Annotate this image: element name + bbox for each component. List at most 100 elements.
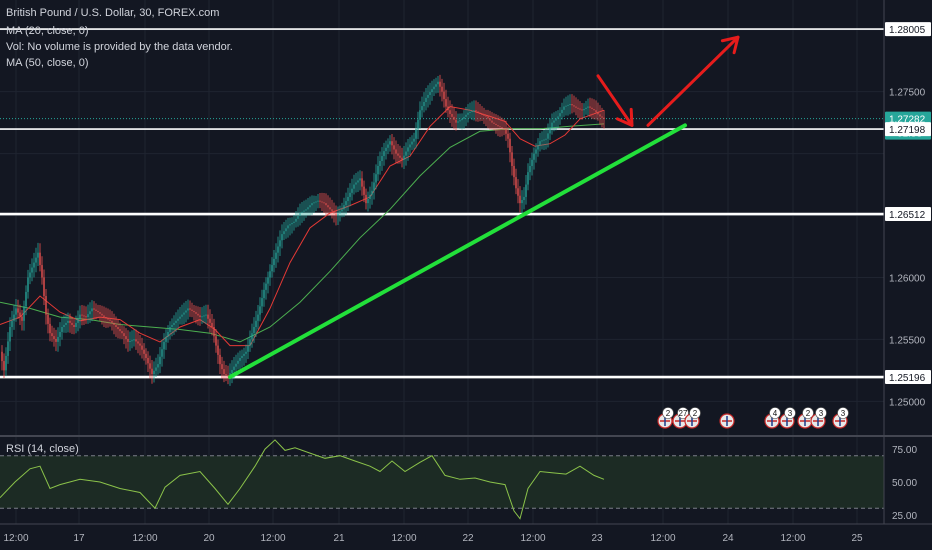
candle-body (37, 252, 39, 258)
candle-body (431, 89, 433, 93)
event-flag-icon[interactable]: 3 (810, 407, 827, 429)
candle-body (169, 327, 171, 332)
forecast-arrows[interactable] (596, 35, 740, 127)
candle-body (227, 375, 229, 377)
candle-body (395, 149, 397, 154)
candle-body (325, 203, 327, 206)
candle-body (467, 112, 469, 115)
time-tick-label: 12:00 (260, 533, 285, 544)
candle-body (509, 138, 511, 153)
time-tick-label: 12:00 (520, 533, 545, 544)
event-icons[interactable]: 2 27 2 4 3 2 3 3 (657, 407, 849, 429)
price-label: 1.28005 (889, 25, 926, 36)
candle-body (61, 327, 63, 332)
candle-body (157, 364, 159, 368)
candle-body (89, 311, 91, 315)
candle-body (483, 114, 485, 116)
candle-body (249, 339, 251, 346)
candle-body (311, 203, 313, 206)
candle-body (419, 110, 421, 120)
candle-body (129, 341, 131, 343)
event-flag-icon[interactable]: 3 (779, 407, 796, 429)
candle-body (321, 201, 323, 203)
candle-body (299, 213, 301, 216)
badge-circle (662, 407, 674, 419)
candle-body (581, 109, 583, 111)
up-arrow-shaft (646, 35, 740, 127)
candle-body (327, 205, 329, 208)
event-flag-icon[interactable]: 2 (657, 407, 674, 429)
candle-body (93, 308, 95, 310)
event-flag-icon[interactable]: 3 (832, 407, 849, 429)
candle-body (159, 356, 161, 365)
time-tick-label: 12:00 (780, 533, 805, 544)
time-tick-label: 23 (591, 533, 603, 544)
candle-body (273, 258, 275, 266)
time-axis[interactable]: 12:00 17 12:00 20 12:00 21 12:00 22 12:00 23 12:00… (3, 533, 863, 544)
candle-body (435, 84, 437, 87)
event-flag-icon[interactable]: 27 (672, 407, 689, 429)
candle-body (401, 157, 403, 160)
candle-body (421, 106, 423, 111)
candle-body (219, 354, 221, 365)
candle-body (323, 202, 325, 204)
candle-body (525, 184, 527, 197)
candle-body (413, 138, 415, 142)
price-axis[interactable]: 1.25000 1.25500 1.26000 1.27500 (889, 88, 926, 409)
badge-count: 4 (773, 409, 778, 418)
rsi-tick-label: 75.00 (892, 445, 917, 456)
price-tick-label: 1.25500 (889, 335, 926, 346)
candle-body (541, 140, 543, 142)
candle-body (205, 314, 207, 316)
candle-body (381, 156, 383, 162)
candle-body (397, 153, 399, 156)
badge-circle (677, 407, 689, 419)
price-label-box (885, 370, 931, 385)
badge-circle (815, 407, 827, 419)
candle-body (549, 127, 551, 134)
candle-body (251, 333, 253, 340)
horizontal-levels (0, 28, 884, 379)
price-label: 1.25196 (889, 373, 926, 384)
down-arrow-shaft (596, 74, 634, 127)
candle-body (91, 308, 93, 312)
candle-body (309, 205, 311, 208)
candle-body (433, 86, 435, 90)
candles (1, 74, 605, 386)
candle-body (531, 159, 533, 166)
candle-body (43, 277, 45, 297)
candle-body (211, 322, 213, 327)
rsi-axis[interactable]: 75.00 50.00 25.00 (892, 445, 917, 522)
candle-body (557, 116, 559, 119)
candle-body (45, 296, 47, 315)
candle-body (33, 262, 35, 268)
candle-body (277, 246, 279, 253)
trendline[interactable] (228, 123, 687, 380)
candle-body (459, 120, 461, 122)
candle-body (99, 312, 101, 314)
candle-body (383, 151, 385, 157)
candle-body (67, 320, 69, 323)
candle-body (563, 106, 565, 110)
candle-body (231, 369, 233, 374)
candle-body (287, 225, 289, 229)
candle-body (233, 366, 235, 370)
candle-body (387, 144, 389, 148)
candle-body (357, 180, 359, 183)
event-flag-icon[interactable]: 4 (764, 407, 781, 429)
badge-count: 2 (806, 409, 811, 418)
candle-body (351, 188, 353, 193)
event-flag-icon[interactable]: 2 (797, 407, 814, 429)
candle-body (537, 145, 539, 150)
candle-body (349, 192, 351, 197)
candle-body (457, 121, 459, 123)
price-label: 1.27198 (889, 125, 926, 136)
event-flag-icon[interactable]: 2 (684, 407, 701, 429)
event-flag-icon[interactable] (719, 413, 735, 429)
candle-body (53, 336, 55, 339)
candle-body (335, 213, 337, 216)
candle-body (235, 363, 237, 367)
candle-body (551, 122, 553, 128)
